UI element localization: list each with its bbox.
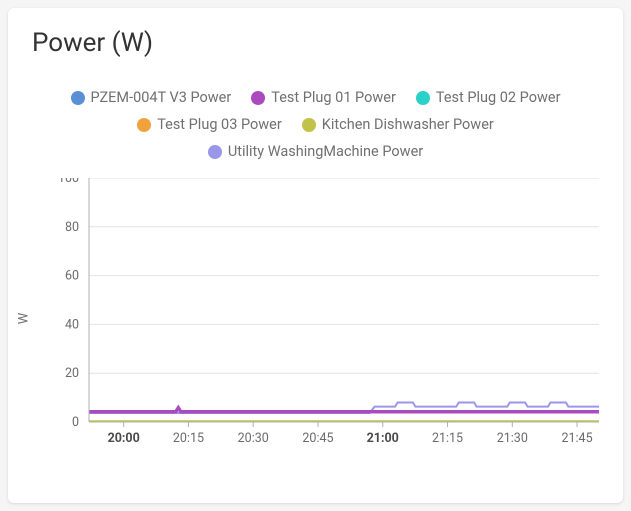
legend-dot-icon — [71, 91, 85, 105]
legend-dot-icon — [416, 91, 430, 105]
line-chart-svg: 0 20 40 60 80 100 20:00 20:15 20:30 20:45 21:00 21:… — [24, 178, 608, 458]
legend-label: Test Plug 02 Power — [436, 86, 561, 109]
legend-label: Kitchen Dishwasher Power — [322, 113, 494, 136]
legend-label: Test Plug 03 Power — [157, 113, 282, 136]
legend-dot-icon — [302, 118, 316, 132]
svg-text:20: 20 — [65, 366, 79, 381]
svg-text:100: 100 — [58, 178, 79, 186]
chart-legend: PZEM-004T V3 Power Test Plug 01 Power Test… — [24, 86, 607, 164]
legend-label: Test Plug 01 Power — [271, 86, 396, 109]
legend-item[interactable]: Test Plug 03 Power — [137, 113, 282, 136]
svg-text:21:15: 21:15 — [432, 431, 463, 446]
svg-text:21:30: 21:30 — [497, 431, 528, 446]
legend-dot-icon — [208, 145, 222, 159]
chart-title: Power (W) — [24, 28, 607, 58]
legend-dot-icon — [251, 91, 265, 105]
chart-area: W 02040608010020:0020:1520:3020:4521:002… — [24, 178, 607, 463]
svg-text:20:45: 20:45 — [302, 431, 333, 446]
svg-text:20:00: 20:00 — [108, 431, 140, 446]
legend-item[interactable]: Test Plug 02 Power — [416, 86, 561, 109]
svg-text:80: 80 — [65, 219, 79, 234]
y-axis-label: W — [16, 313, 31, 325]
legend-label: PZEM-004T V3 Power — [91, 86, 232, 109]
power-chart-card: Power (W) PZEM-004T V3 Power Test Plug 01… — [8, 8, 623, 503]
svg-text:0: 0 — [72, 415, 79, 430]
svg-text:20:15: 20:15 — [173, 431, 204, 446]
legend-item[interactable]: Kitchen Dishwasher Power — [302, 113, 494, 136]
svg-text:60: 60 — [65, 268, 79, 283]
legend-label: Utility WashingMachine Power — [228, 140, 423, 163]
legend-item[interactable]: Utility WashingMachine Power — [208, 140, 423, 163]
svg-text:40: 40 — [65, 317, 79, 332]
svg-text:21:00: 21:00 — [367, 431, 399, 446]
svg-text:20:30: 20:30 — [238, 431, 269, 446]
legend-item[interactable]: Test Plug 01 Power — [251, 86, 396, 109]
svg-text:21:45: 21:45 — [561, 431, 592, 446]
legend-dot-icon — [137, 118, 151, 132]
legend-item[interactable]: PZEM-004T V3 Power — [71, 86, 232, 109]
